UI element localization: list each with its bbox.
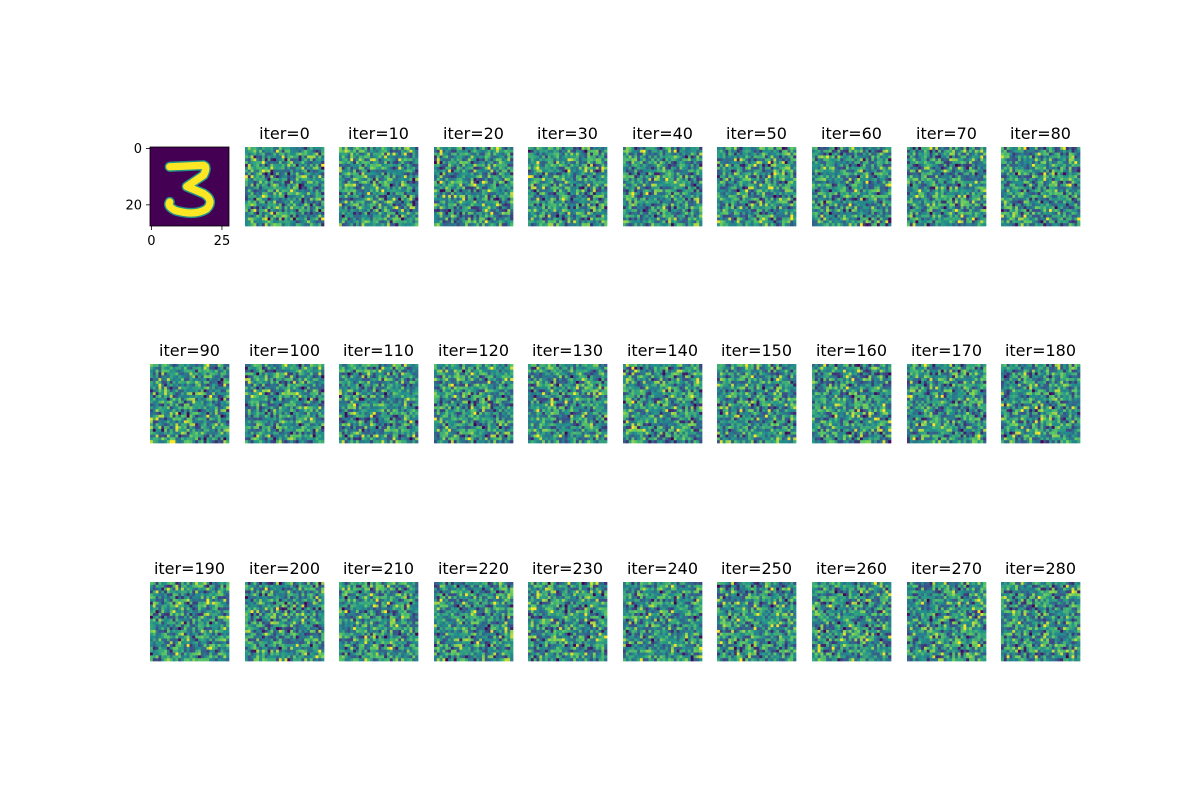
noise-heatmap: [245, 582, 325, 662]
panel-title: iter=260: [816, 559, 887, 578]
noise-heatmap: [907, 582, 987, 662]
noise-panel: iter=150: [717, 341, 797, 444]
panel-title: iter=280: [1005, 559, 1076, 578]
x-tick-label: 0: [147, 234, 155, 249]
noise-panel: iter=240: [623, 559, 703, 662]
noise-panel: iter=170: [907, 341, 987, 444]
noise-heatmap: [245, 364, 325, 444]
noise-heatmap: [528, 582, 608, 662]
noise-heatmap: [528, 364, 608, 444]
panel-title: iter=220: [438, 559, 509, 578]
noise-panel: iter=20: [434, 124, 514, 227]
panel-title: iter=170: [911, 341, 982, 360]
panel-title: iter=0: [259, 124, 310, 143]
panel-title: iter=210: [343, 559, 414, 578]
noise-heatmap: [339, 364, 419, 444]
panel-title: iter=140: [627, 341, 698, 360]
noise-heatmap: [907, 147, 987, 227]
y-tick-label: 20: [125, 198, 142, 213]
noise-heatmap: [812, 582, 892, 662]
noise-panel: iter=140: [623, 341, 703, 444]
noise-panel: iter=60: [812, 124, 892, 227]
noise-panel: iter=110: [339, 341, 419, 444]
noise-panel: iter=100: [245, 341, 325, 444]
noise-heatmap: [528, 147, 608, 227]
noise-heatmap: [812, 147, 892, 227]
panel-title: iter=50: [726, 124, 787, 143]
noise-panel: iter=40: [623, 124, 703, 227]
noise-panel: iter=130: [528, 341, 608, 444]
panel-title: iter=30: [537, 124, 598, 143]
original-axes-frame: [149, 146, 230, 227]
noise-panel: iter=120: [434, 341, 514, 444]
noise-panel: iter=0: [245, 124, 325, 227]
noise-panel: iter=50: [717, 124, 797, 227]
original-digit-panel: 0 25 0 20: [125, 142, 230, 249]
noise-panel: iter=210: [339, 559, 419, 662]
panel-title: iter=270: [911, 559, 982, 578]
noise-heatmap: [1001, 582, 1081, 662]
noise-heatmap: [245, 147, 325, 227]
noise-panel: iter=200: [245, 559, 325, 662]
noise-heatmap: [1001, 364, 1081, 444]
panel-title: iter=230: [532, 559, 603, 578]
noise-heatmap: [434, 364, 514, 444]
noise-heatmap: [339, 147, 419, 227]
panel-title: iter=10: [348, 124, 409, 143]
panel-title: iter=120: [438, 341, 509, 360]
noise-panel: iter=190: [150, 559, 230, 662]
panel-title: iter=20: [443, 124, 504, 143]
panel-title: iter=70: [916, 124, 977, 143]
noise-heatmap: [434, 147, 514, 227]
noise-panel: iter=80: [1001, 124, 1081, 227]
panel-title: iter=60: [821, 124, 882, 143]
noise-heatmap: [339, 582, 419, 662]
noise-heatmap: [717, 147, 797, 227]
noise-heatmap: [623, 147, 703, 227]
panel-title: iter=100: [249, 341, 320, 360]
noise-heatmap: [623, 582, 703, 662]
digit-stroke: [165, 161, 214, 217]
noise-panel: iter=160: [812, 341, 892, 444]
panel-title: iter=200: [249, 559, 320, 578]
noise-heatmap: [717, 582, 797, 662]
panel-title: iter=190: [154, 559, 225, 578]
panel-title: iter=250: [721, 559, 792, 578]
noise-heatmap: [150, 582, 230, 662]
panel-title: iter=80: [1010, 124, 1071, 143]
noise-panel: iter=220: [434, 559, 514, 662]
noise-heatmap: [150, 364, 230, 444]
noise-panel: iter=30: [528, 124, 608, 227]
panel-title: iter=110: [343, 341, 414, 360]
noise-heatmap: [717, 364, 797, 444]
noise-heatmap: [907, 364, 987, 444]
panel-title: iter=240: [627, 559, 698, 578]
noise-heatmap: [434, 582, 514, 662]
noise-heatmap: [1001, 147, 1081, 227]
panel-title: iter=90: [159, 341, 220, 360]
noise-panel: iter=70: [907, 124, 987, 227]
noise-panel: iter=230: [528, 559, 608, 662]
noise-panel: iter=280: [1001, 559, 1081, 662]
panel-title: iter=150: [721, 341, 792, 360]
noise-panel: iter=250: [717, 559, 797, 662]
panel-title: iter=130: [532, 341, 603, 360]
noise-heatmap: [623, 364, 703, 444]
noise-heatmap: [812, 364, 892, 444]
y-tick-label: 0: [134, 142, 142, 157]
noise-panel: iter=90: [150, 341, 230, 444]
panel-title: iter=40: [632, 124, 693, 143]
noise-panel: iter=260: [812, 559, 892, 662]
noise-panel: iter=10: [339, 124, 419, 227]
noise-panel: iter=270: [907, 559, 987, 662]
panel-title: iter=180: [1005, 341, 1076, 360]
noise-panel: iter=180: [1001, 341, 1081, 444]
panel-title: iter=160: [816, 341, 887, 360]
x-tick-label: 25: [214, 234, 231, 249]
